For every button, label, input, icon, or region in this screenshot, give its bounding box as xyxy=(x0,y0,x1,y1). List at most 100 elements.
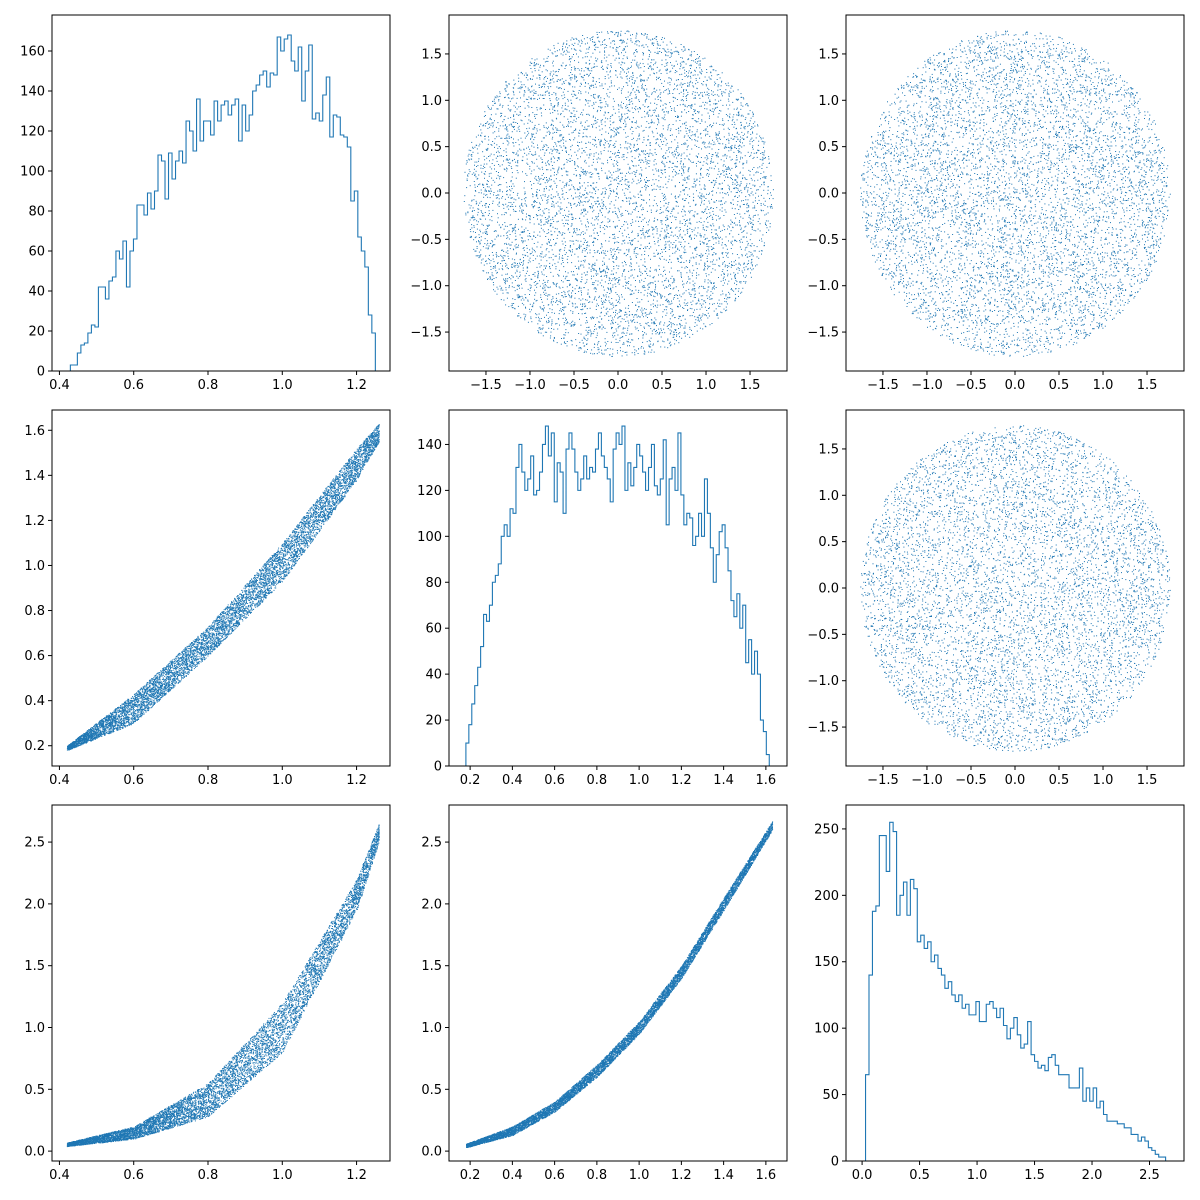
scatter-point xyxy=(613,171,615,173)
scatter-point xyxy=(753,245,755,247)
scatter-point xyxy=(525,135,527,137)
y-tick-label: 0 xyxy=(37,365,45,380)
scatter-point xyxy=(742,105,744,107)
scatter-point xyxy=(553,148,555,150)
scatter-point xyxy=(623,129,625,131)
scatter-point xyxy=(680,244,682,245)
scatter-point xyxy=(592,66,594,68)
scatter-point xyxy=(661,133,663,135)
scatter-point xyxy=(664,65,666,67)
scatter-point xyxy=(613,136,615,138)
scatter-point xyxy=(724,300,726,302)
scatter-point xyxy=(559,121,561,123)
scatter-point xyxy=(715,180,717,182)
scatter-point xyxy=(561,338,562,339)
scatter-point xyxy=(514,266,516,268)
scatter-point xyxy=(754,180,756,182)
scatter-point xyxy=(559,180,561,182)
scatter-point xyxy=(497,108,499,110)
scatter-point xyxy=(476,228,478,230)
scatter-point xyxy=(505,182,507,184)
scatter-point xyxy=(659,48,661,49)
scatter-point xyxy=(559,212,561,214)
scatter-point xyxy=(615,132,617,134)
scatter-point xyxy=(675,227,677,229)
scatter-point xyxy=(708,180,710,181)
scatter-point xyxy=(756,156,758,158)
scatter-point xyxy=(659,293,661,295)
scatter-point xyxy=(601,167,602,169)
scatter-point xyxy=(582,308,584,310)
scatter-point xyxy=(761,210,762,212)
scatter-point xyxy=(499,91,501,93)
scatter-point xyxy=(623,342,625,344)
scatter-point xyxy=(615,50,617,52)
scatter-point xyxy=(605,225,607,227)
scatter-point xyxy=(647,115,649,117)
scatter-point xyxy=(514,272,516,274)
scatter-point xyxy=(725,245,727,247)
scatter-point xyxy=(539,129,541,131)
scatter-point xyxy=(523,231,525,233)
scatter-point xyxy=(559,299,561,301)
scatter-point xyxy=(741,270,743,272)
scatter-point xyxy=(530,253,532,254)
scatter-point xyxy=(638,99,640,101)
scatter-point xyxy=(510,205,512,207)
scatter-point xyxy=(568,189,570,191)
scatter-point xyxy=(715,132,717,134)
scatter-point xyxy=(617,186,618,188)
histogram-bar xyxy=(95,327,99,371)
scatter-point xyxy=(757,179,759,181)
scatter-point xyxy=(550,197,552,199)
scatter-point xyxy=(578,69,580,71)
scatter-point xyxy=(557,110,559,112)
scatter-point xyxy=(603,289,605,291)
scatter-point xyxy=(602,250,604,252)
scatter-point xyxy=(689,328,691,330)
scatter-point xyxy=(628,338,630,340)
scatter-point xyxy=(717,84,719,86)
histogram-bar xyxy=(151,209,155,371)
scatter-point xyxy=(631,320,633,322)
scatter-point xyxy=(561,219,563,221)
scatter-point xyxy=(739,206,741,208)
scatter-point xyxy=(745,247,747,249)
scatter-point xyxy=(674,186,676,188)
scatter-point xyxy=(584,161,586,163)
scatter-point xyxy=(566,161,568,163)
scatter-point xyxy=(636,51,638,53)
scatter-point xyxy=(536,130,538,132)
scatter-point xyxy=(677,237,679,239)
scatter-point xyxy=(563,142,564,144)
scatter-point xyxy=(557,87,559,89)
scatter-point xyxy=(582,298,584,300)
histogram-bar xyxy=(140,205,144,371)
scatter-point xyxy=(688,292,690,294)
scatter-point xyxy=(532,260,534,261)
scatter-point xyxy=(640,248,641,250)
scatter-point xyxy=(597,347,599,349)
scatter-point xyxy=(489,193,491,195)
scatter-point xyxy=(485,115,486,116)
scatter-point xyxy=(553,340,555,342)
scatter-point xyxy=(550,157,552,159)
scatter-point xyxy=(520,86,522,88)
scatter-point xyxy=(737,201,739,202)
scatter-point xyxy=(765,177,767,179)
scatter-point xyxy=(687,82,689,84)
scatter-point xyxy=(629,345,630,347)
scatter-point xyxy=(578,260,580,262)
scatter-point xyxy=(533,231,535,233)
scatter-point xyxy=(669,93,671,94)
scatter-point xyxy=(591,206,593,208)
scatter-point xyxy=(609,140,611,142)
scatter-point xyxy=(594,262,596,264)
scatter-point xyxy=(694,186,696,188)
scatter-point xyxy=(730,273,732,275)
scatter-point xyxy=(706,159,708,161)
scatter-point xyxy=(580,39,582,41)
scatter-point xyxy=(604,187,606,189)
scatter-point xyxy=(560,135,562,137)
scatter-point xyxy=(551,223,553,225)
